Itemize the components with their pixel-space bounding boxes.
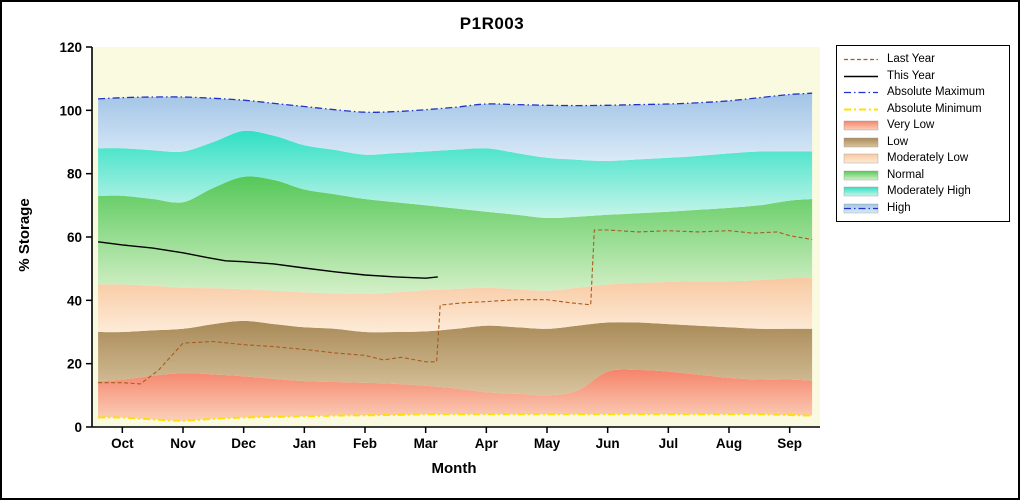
x-tick-label: Apr <box>475 436 499 451</box>
x-tick-label: Jan <box>293 436 316 451</box>
legend-label: Low <box>887 135 909 148</box>
legend-label: Normal <box>887 168 925 181</box>
band-high <box>98 93 813 162</box>
line-absolute-minimum <box>98 413 813 422</box>
legend-label: Moderately Low <box>887 152 969 165</box>
y-tick-label: 20 <box>67 357 82 372</box>
legend-label: Absolute Maximum <box>887 86 985 99</box>
legend-label: This Year <box>887 69 935 82</box>
x-tick-label: Jun <box>596 436 620 451</box>
legend-swatch-moderately-high <box>843 187 879 197</box>
legend-item-absolute-maximum: Absolute Maximum <box>843 84 1003 101</box>
legend-item-high: High <box>843 200 1003 217</box>
x-tick-label: May <box>534 436 561 451</box>
y-tick-label: 120 <box>59 40 82 55</box>
x-tick-label: Sep <box>777 436 802 451</box>
x-axis-label: Month <box>431 460 477 477</box>
legend-label: Moderately High <box>887 185 971 198</box>
legend-item-moderately-low: Moderately Low <box>843 150 1003 167</box>
legend-item-moderately-high: Moderately High <box>843 183 1003 200</box>
chart-title: P1R003 <box>459 14 525 33</box>
x-tick-label: Aug <box>716 436 742 451</box>
legend-swatch-this-year <box>844 75 878 77</box>
line-absolute-maximum <box>98 92 813 113</box>
legend-swatch-moderately-low <box>843 154 879 164</box>
x-tick-label: Jul <box>659 436 679 451</box>
legend-swatch-last-year <box>844 59 878 61</box>
legend-item-this-year: This Year <box>843 68 1003 85</box>
legend-swatch-low <box>843 137 879 147</box>
legend-label: Last Year <box>887 53 935 66</box>
line-last-year <box>98 229 813 385</box>
band-moderately-high <box>98 130 813 219</box>
legend-swatch-high <box>843 203 879 213</box>
legend-swatch-very-low <box>843 121 879 131</box>
band-very-low <box>98 369 813 421</box>
y-tick-label: 100 <box>59 103 82 118</box>
x-tick-label: Mar <box>414 436 439 451</box>
x-tick-label: Oct <box>111 436 134 451</box>
legend-item-very-low: Very Low <box>843 117 1003 134</box>
legend-swatch-absolute-minimum <box>844 108 878 111</box>
y-tick-label: 0 <box>74 420 82 435</box>
legend-swatch-absolute-maximum <box>844 92 878 94</box>
legend-item-normal: Normal <box>843 167 1003 184</box>
y-tick-label: 80 <box>67 167 82 182</box>
legend-label: High <box>887 201 911 214</box>
legend-item-low: Low <box>843 134 1003 151</box>
legend-swatch-normal <box>843 170 879 180</box>
band-moderately-low <box>98 278 813 333</box>
legend: Last Year This Year Absolute Maximum Absolu… <box>836 45 1010 222</box>
legend-label: Very Low <box>887 119 935 132</box>
legend-item-last-year: Last Year <box>843 51 1003 68</box>
x-tick-label: Dec <box>231 436 256 451</box>
x-tick-label: Nov <box>170 436 196 451</box>
y-tick-label: 40 <box>67 293 82 308</box>
band-low <box>98 320 813 396</box>
x-tick-label: Feb <box>353 436 377 451</box>
legend-item-absolute-minimum: Absolute Minimum <box>843 101 1003 118</box>
line-this-year <box>98 241 438 279</box>
y-tick-label: 60 <box>67 230 82 245</box>
legend-label: Absolute Minimum <box>887 102 982 115</box>
